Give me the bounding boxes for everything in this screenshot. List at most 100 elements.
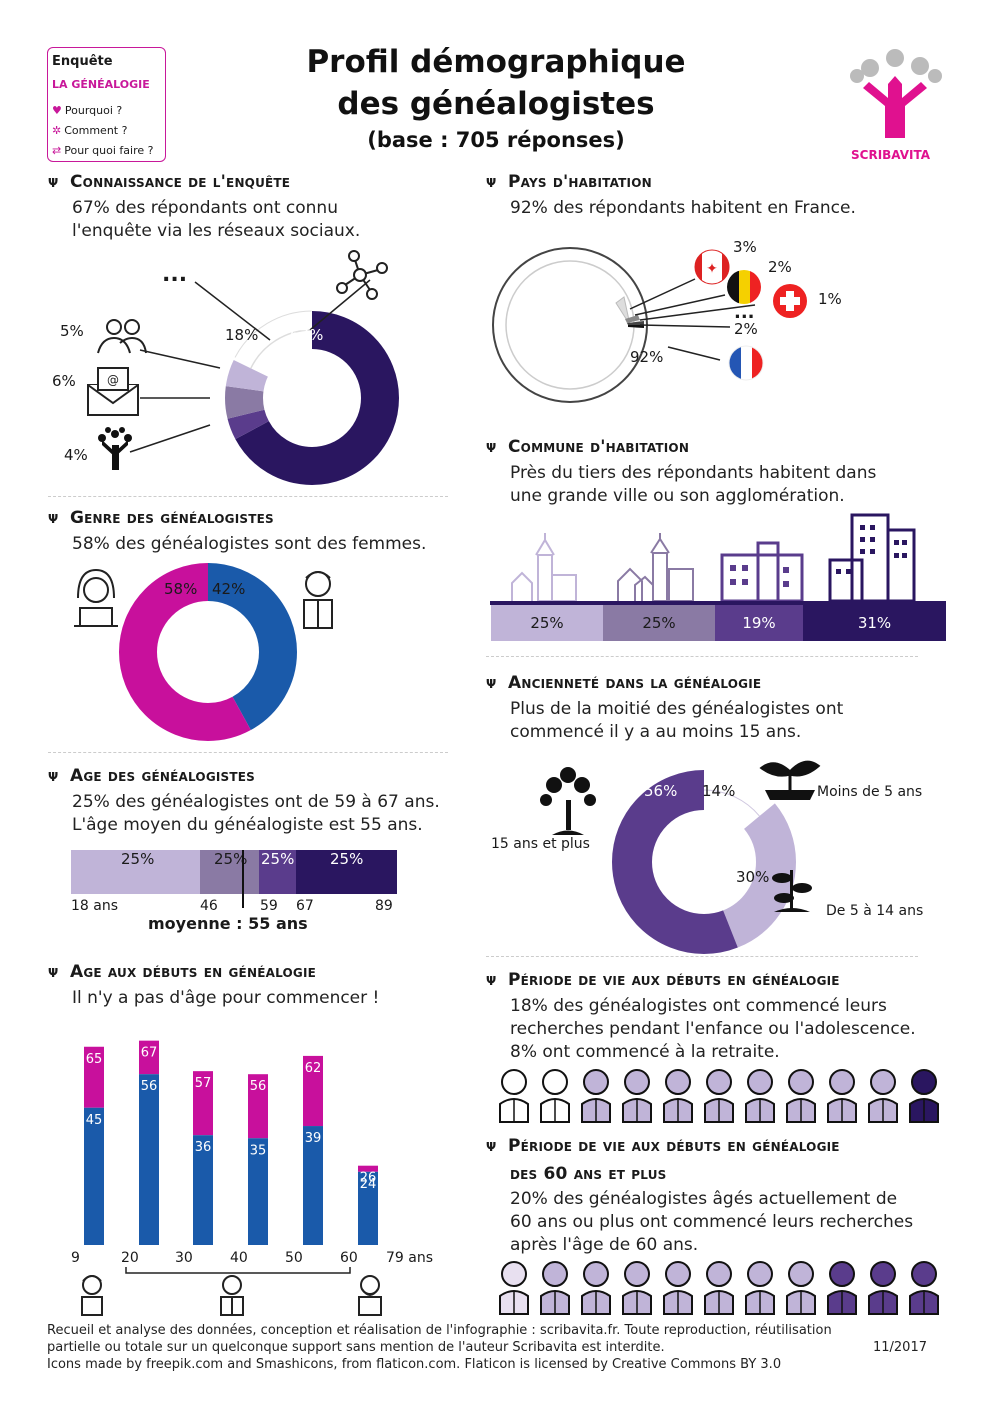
badge-subtitle: LA GÉNÉALOGIE: [52, 78, 150, 91]
adult-person-icon: [827, 1069, 857, 1123]
pays-text: 92% des répondants habitent en France.: [510, 198, 856, 218]
connaissance-donut: @: [87, 250, 400, 486]
scribavita-logo: [850, 49, 942, 138]
arrows-icon: ⇄: [52, 144, 62, 157]
label-switzerland-pct: 1%: [818, 290, 842, 308]
commune-bigcity-bar: 31%: [803, 605, 946, 641]
age-segment-4: 25%: [296, 850, 397, 894]
age-tick-67: 67: [296, 898, 314, 914]
mean-age-marker: [242, 850, 244, 908]
age-segment-1: 25%: [71, 850, 200, 894]
age-tick-18: 18 ans: [71, 898, 119, 914]
heading-anciennete: ψ Ancienneté dans la généalogie: [486, 673, 762, 693]
adult-person-icon: [786, 1261, 816, 1315]
bar-top-label-2: 57: [195, 1076, 212, 1091]
age-text1: 25% des généalogistes ont de 59 à 67 ans…: [72, 792, 440, 812]
age-tick-89: 89: [375, 898, 393, 914]
bar-top-label-5: 26: [360, 1171, 377, 1186]
heading-debut: ψ Age aux débuts en généalogie: [48, 962, 317, 982]
bar-bottom-label-5: 24: [360, 1177, 377, 1192]
page-title-line2: des généalogistes: [337, 86, 655, 122]
switzerland-flag-icon: [773, 284, 807, 318]
commune-baseline: [490, 601, 946, 605]
page-title-line1: Profil démographique: [306, 44, 686, 80]
france-flag-icon: [728, 345, 764, 381]
commune-town-bar: 25%: [603, 605, 715, 641]
man-icon: [303, 571, 333, 629]
footer-line3: Icons made by freepik.com and Smashicons…: [47, 1357, 782, 1372]
bar-bottom-label-4: 39: [305, 1131, 322, 1146]
young-plant-icon: [759, 760, 821, 800]
genre-text: 58% des généalogistes sont des femmes.: [72, 534, 427, 554]
periode60-text2: 60 ans ou plus ont commencé leurs recher…: [510, 1212, 914, 1232]
separator: [48, 752, 448, 753]
pays-pie: ✦: [492, 247, 807, 403]
donut-15plus: [612, 770, 796, 954]
label-canada-pct: 3%: [733, 238, 757, 256]
senior-person-icon: [868, 1261, 898, 1315]
svg-text:@: @: [107, 373, 119, 387]
heart-icon: ♥: [52, 104, 62, 117]
adult-person-icon: [663, 1261, 693, 1315]
adult-person-icon: [499, 1261, 529, 1315]
label-site-pct: 4%: [64, 446, 88, 464]
separator: [48, 496, 448, 497]
heading-pays: ψ Pays d'habitation: [486, 172, 652, 192]
label-under5-pct: 14%: [702, 782, 736, 800]
heading-periode60-line1: ψ Période de vie aux débuts en généalogie: [486, 1136, 840, 1156]
heading-connaissance: ψ Connaissance de l'enquête: [48, 172, 291, 192]
email-icon: @: [87, 367, 139, 416]
commune-text1: Près du tiers des répondants habitent da…: [510, 463, 877, 483]
bar-top-0: [84, 1046, 104, 1108]
bar-top-5: [358, 1165, 378, 1172]
adult-person-icon: [622, 1069, 652, 1123]
bar-bottom-0: [84, 1107, 104, 1245]
city-icon: [720, 541, 804, 603]
adult-icon: [220, 1275, 244, 1316]
tree-icon: ψ: [48, 766, 59, 786]
periode60-text1: 20% des généalogistes âgés actuellement …: [510, 1189, 898, 1209]
anciennete-text1: Plus de la moitié des généalogistes ont: [510, 699, 844, 719]
tree-icon: ψ: [486, 172, 497, 192]
adult-person-icon: [745, 1261, 775, 1315]
badge-item-pourquoi: ♥ Pourquoi ?: [52, 104, 123, 117]
bar-bottom-label-2: 36: [195, 1140, 212, 1155]
label-15plus: 15 ans et plus: [491, 836, 590, 852]
footer-date: 11/2017: [872, 1340, 927, 1355]
child-icon: [81, 1275, 103, 1316]
commune-text2: une grande ville ou son agglomération.: [510, 486, 845, 506]
tree-icon: ψ: [486, 1136, 497, 1156]
commune-city-bar: 19%: [715, 605, 803, 641]
label-male-pct: 42%: [212, 580, 246, 598]
debut-x-50: 50: [285, 1250, 303, 1266]
anciennete-text2: commencé il y a au moins 15 ans.: [510, 722, 802, 742]
periode-text3: 8% ont commencé à la retraite.: [510, 1042, 780, 1062]
commune-village-bar: 25%: [491, 605, 603, 641]
bar-bottom-2: [193, 1135, 213, 1245]
mean-age-label: moyenne : 55 ans: [148, 914, 308, 933]
bar-top-label-3: 56: [250, 1079, 267, 1094]
bar-top-2: [193, 1071, 213, 1136]
bar-bottom-label-3: 35: [250, 1143, 267, 1158]
donut-email: [225, 311, 399, 485]
separator: [486, 656, 918, 657]
periode-people-row: [499, 1069, 939, 1123]
donut-female: [119, 563, 297, 741]
donut-5-14: [612, 770, 796, 954]
gears-icon: ✲: [52, 124, 62, 137]
label-france-pct: 92%: [630, 348, 664, 366]
big-city-icon: [828, 513, 916, 603]
adult-person-icon: [704, 1261, 734, 1315]
badge-item-comment: ✲ Comment ?: [52, 124, 128, 137]
bar-top-label-4: 62: [305, 1061, 322, 1076]
bar-top-4: [303, 1055, 323, 1127]
age-segment-3: 25%: [259, 850, 296, 894]
heading-commune: ψ Commune d'habitation: [486, 437, 690, 457]
tree-icon: ψ: [48, 172, 59, 192]
sprout-icon: [772, 870, 812, 912]
label-friends-pct: 5%: [60, 322, 84, 340]
senior-person-icon: [909, 1261, 939, 1315]
other-dots: ...: [162, 262, 188, 287]
retiree-person-icon: [909, 1069, 939, 1123]
